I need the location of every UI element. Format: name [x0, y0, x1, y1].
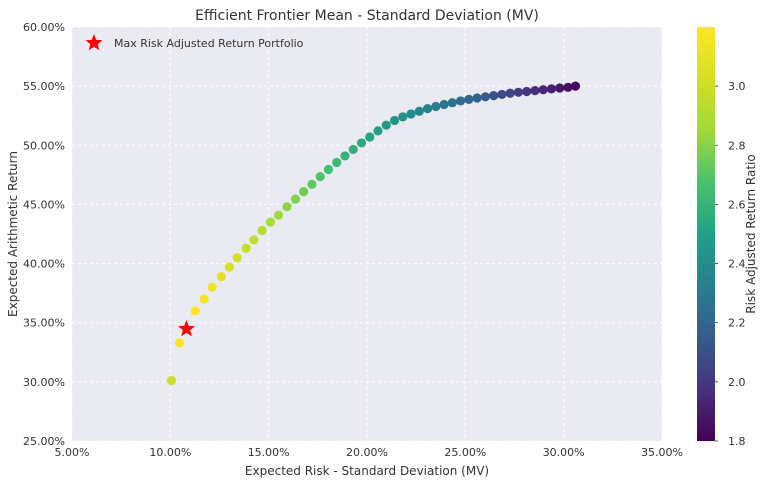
x-tick-label: 15.00%: [248, 446, 290, 459]
x-tick-label: 25.00%: [444, 446, 486, 459]
frontier-point: [265, 217, 276, 227]
frontier-point: [340, 151, 350, 161]
frontier-point: [282, 202, 292, 212]
frontier-point: [224, 262, 234, 272]
frontier-point: [323, 164, 334, 175]
frontier-point: [174, 338, 185, 348]
frontier-point: [348, 144, 358, 155]
y-tick-label: 30.00%: [23, 376, 65, 389]
frontier-point: [398, 112, 408, 122]
frontier-point: [406, 109, 416, 119]
x-tick-label: 30.00%: [543, 446, 585, 459]
frontier-point: [570, 81, 581, 91]
y-tick-label: 50.00%: [23, 139, 65, 152]
frontier-point: [381, 120, 391, 130]
frontier-point: [464, 94, 474, 104]
frontier-point: [315, 172, 325, 182]
frontier-point: [522, 86, 532, 97]
legend-label: Max Risk Adjusted Return Portfolio: [114, 37, 304, 50]
grid-lines: [71, 26, 663, 442]
frontier-point: [241, 243, 251, 253]
frontier-point: [456, 96, 466, 106]
frontier-point: [439, 99, 449, 110]
x-axis-ticks: 5.00% 10.00% 15.00% 20.00% 25.00% 30.00% 35.00…: [55, 446, 683, 459]
x-tick-label: 5.00%: [55, 446, 90, 459]
frontier-point: [273, 210, 284, 220]
colorbar-label: Risk Adjusted Return Ratio: [744, 154, 758, 313]
frontier-point: [207, 282, 217, 292]
frontier-point: [257, 225, 267, 236]
frontier-point: [447, 98, 457, 108]
y-tick-label: 55.00%: [23, 80, 65, 93]
colorbar-ticks: 1.8 2.0 2.2 2.4 2.6 2.8 3.0: [715, 80, 746, 448]
frontier-point: [249, 235, 259, 245]
y-axis-label: Expected Arithmetic Return: [6, 151, 20, 317]
colorbar-tick-label: 2.4: [728, 258, 746, 271]
frontier-point: [190, 306, 200, 316]
frontier-point: [472, 93, 482, 103]
frontier-point: [332, 157, 342, 168]
frontier-point: [530, 86, 540, 96]
max-portfolio-star-icon: [177, 319, 196, 337]
frontier-point: [199, 294, 209, 304]
y-tick-label: 60.00%: [23, 21, 65, 34]
x-tick-label: 20.00%: [346, 446, 388, 459]
y-tick-label: 45.00%: [23, 198, 65, 211]
y-tick-label: 25.00%: [23, 435, 65, 448]
legend: Max Risk Adjusted Return Portfolio: [85, 34, 304, 51]
frontier-point: [489, 91, 499, 101]
frontier-point: [232, 253, 242, 263]
legend-star-icon: [85, 34, 103, 51]
frontier-point: [431, 101, 441, 112]
colorbar-tick-label: 2.0: [728, 376, 746, 389]
y-tick-label: 40.00%: [23, 258, 65, 271]
colorbar: [697, 27, 715, 441]
colorbar-tick-label: 3.0: [728, 80, 746, 93]
y-axis-ticks: 25.00% 30.00% 35.00% 40.00% 45.00% 50.00% 55.0…: [23, 21, 65, 448]
frontier-point: [497, 89, 507, 100]
colorbar-tick-label: 2.2: [728, 317, 746, 330]
y-tick-label: 35.00%: [23, 317, 65, 330]
frontier-point: [299, 187, 309, 197]
frontier-point: [356, 138, 367, 148]
x-tick-label: 10.00%: [149, 446, 191, 459]
frontier-point: [414, 106, 424, 116]
frontier-point: [563, 82, 573, 92]
frontier-point: [538, 85, 548, 95]
frontier-point: [422, 104, 433, 114]
frontier-point: [166, 375, 177, 386]
frontier-point: [480, 92, 490, 102]
frontier-point: [373, 126, 383, 136]
colorbar-tick-label: 2.6: [728, 198, 746, 211]
frontier-point: [513, 87, 524, 97]
chart-title: Efficient Frontier Mean - Standard Devia…: [195, 8, 539, 24]
frontier-point: [307, 179, 317, 189]
frontier-point: [290, 194, 301, 204]
frontier-point: [216, 271, 226, 282]
x-axis-label: Expected Risk - Standard Deviation (MV): [245, 464, 489, 478]
frontier-point: [389, 115, 400, 126]
frontier-point: [546, 84, 557, 94]
frontier-point: [365, 132, 375, 142]
frontier-points: [166, 81, 581, 386]
highlight-group: [177, 319, 196, 337]
x-tick-label: 35.00%: [641, 446, 683, 459]
frontier-point: [555, 83, 565, 93]
colorbar-tick-label: 2.8: [728, 139, 746, 152]
colorbar-tick-label: 1.8: [728, 435, 746, 448]
frontier-point: [505, 88, 515, 98]
